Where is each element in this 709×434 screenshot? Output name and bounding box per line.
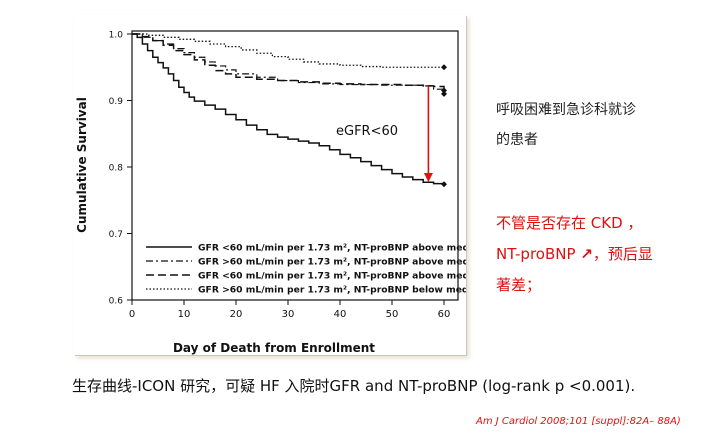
conclusion-ntprobnp: NT-proBNP <box>496 245 581 263</box>
chart-axes: 0 10 20 30 40 50 60 0.6 0.7 0.8 0.9 1.0 <box>109 30 459 320</box>
conclusion-line-2: NT-proBNP ↗，预后显 <box>496 239 706 270</box>
arrow-up-right-icon: ↗ <box>580 245 593 263</box>
survival-chart: 0 10 20 30 40 50 60 0.6 0.7 0.8 0.9 1.0 eGFR<60 GFR… <box>74 15 466 355</box>
context-note-line-1: 呼吸困难到急诊科就诊 <box>496 102 636 118</box>
x-tick-label-60: 60 <box>438 309 451 320</box>
x-tick-label-30: 30 <box>282 309 295 320</box>
y-tick-label-1.0: 1.0 <box>109 31 124 41</box>
series-line-4 <box>132 33 444 68</box>
x-tick-label-0: 0 <box>129 309 135 320</box>
series-line-2 <box>132 33 445 94</box>
series-line-1 <box>132 33 445 185</box>
chart-svg: 0 10 20 30 40 50 60 0.6 0.7 0.8 0.9 1.0 eGFR<60 GFR… <box>75 30 466 355</box>
citation: Am J Cardiol 2008;101 [suppl]:82A– 88A) <box>476 416 681 427</box>
figure-caption: 生存曲线-ICON 研究，可疑 HF 入院时GFR and NT-proBNP … <box>72 377 636 395</box>
conclusion-line-3: 著差； <box>496 276 542 294</box>
legend-label-2: GFR >60 mL/min per 1.73 m², NT-proBNP ab… <box>198 257 466 268</box>
y-tick-label-0.6: 0.6 <box>109 297 124 307</box>
series-end-marker-1 <box>441 181 447 188</box>
conclusion-prognosis: ，预后显 <box>592 245 653 263</box>
legend-label-3: GFR <60 mL/min per 1.73 m², NT-proBNP ab… <box>198 271 466 282</box>
series-end-marker-3 <box>441 87 447 94</box>
legend-label-4: GFR >60 mL/min per 1.73 m², NT-proBNP be… <box>198 285 466 296</box>
conclusion-note: 不管是否存在 CKD ， NT-proBNP ↗，预后显 著差； <box>496 208 706 301</box>
y-tick-label-0.9: 0.9 <box>109 97 124 107</box>
y-tick-label-0.8: 0.8 <box>109 164 124 174</box>
series-end-marker-2 <box>441 90 447 97</box>
legend-label-1: GFR <60 mL/min per 1.73 m², NT-proBNP ab… <box>198 243 466 254</box>
y-tick-label-0.7: 0.7 <box>109 230 123 240</box>
red-arrow-head <box>423 172 433 182</box>
chart-series <box>132 33 447 188</box>
y-axis-label: Cumulative Survival <box>75 97 89 233</box>
series-line-3 <box>132 33 445 91</box>
x-tick-label-40: 40 <box>334 309 347 320</box>
x-tick-label-10: 10 <box>178 309 191 320</box>
context-note-line-2: 的患者 <box>496 132 538 148</box>
conclusion-line-1: 不管是否存在 CKD ， <box>496 214 643 232</box>
chart-annotation: eGFR<60 <box>336 124 398 139</box>
chart-legend: GFR <60 mL/min per 1.73 m², NT-proBNP ab… <box>146 243 466 296</box>
x-tick-label-50: 50 <box>386 309 399 320</box>
x-tick-label-20: 20 <box>230 309 243 320</box>
series-end-marker-4 <box>441 64 447 71</box>
context-note: 呼吸困难到急诊科就诊 的患者 <box>496 95 696 155</box>
x-axis-label: Day of Death from Enrollment <box>173 341 375 355</box>
plot-border <box>131 30 459 301</box>
